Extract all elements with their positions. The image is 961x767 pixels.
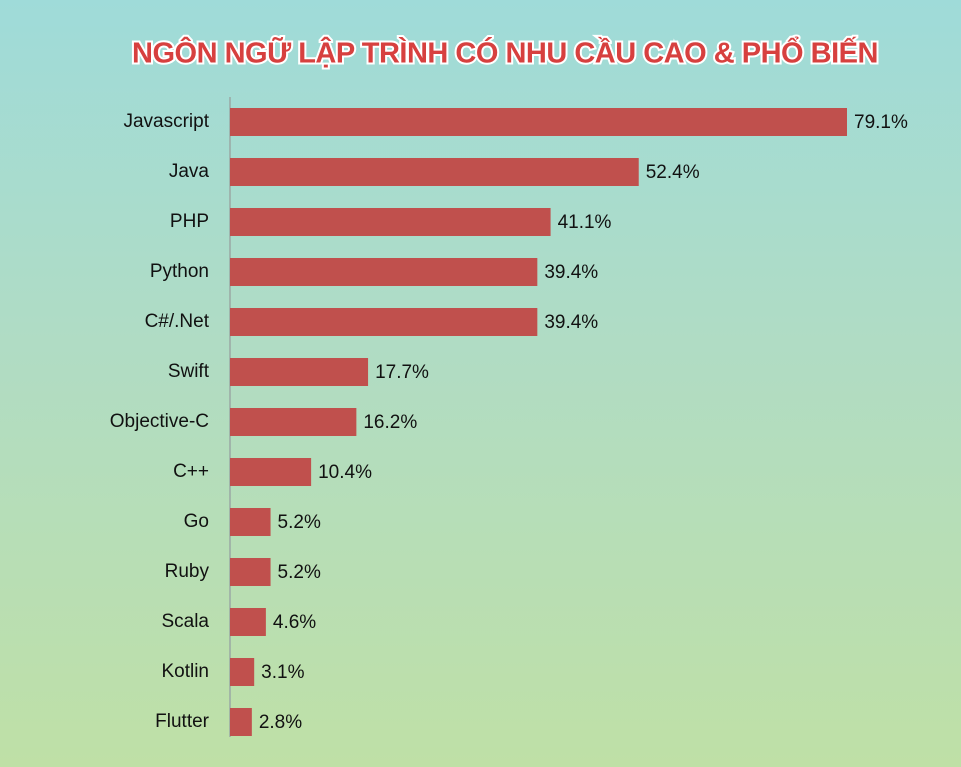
data-label: 41.1% bbox=[558, 212, 612, 233]
bar bbox=[230, 408, 357, 436]
bar bbox=[230, 258, 538, 286]
bar bbox=[230, 208, 551, 236]
data-label: 79.1% bbox=[854, 112, 908, 133]
y-tick-label: Ruby bbox=[165, 561, 210, 582]
data-label: 16.2% bbox=[363, 412, 417, 433]
bar bbox=[230, 558, 271, 586]
y-tick-label: Kotlin bbox=[161, 661, 209, 682]
data-label: 5.2% bbox=[278, 512, 321, 533]
data-label: 10.4% bbox=[318, 462, 372, 483]
y-tick-label: Javascript bbox=[123, 111, 209, 132]
y-tick-label: Java bbox=[169, 161, 210, 182]
bar bbox=[230, 608, 266, 636]
bar bbox=[230, 358, 369, 386]
bar bbox=[230, 658, 255, 686]
chart-title: NGÔN NGỮ LẬP TRÌNH CÓ NHU CẦU CAO & PHỔ … bbox=[132, 36, 878, 70]
y-tick-label: Flutter bbox=[155, 711, 210, 732]
y-tick-label: C++ bbox=[173, 461, 209, 482]
y-tick-label: Go bbox=[184, 511, 209, 532]
bar bbox=[230, 458, 312, 486]
y-tick-label: Python bbox=[150, 261, 209, 282]
data-label: 39.4% bbox=[544, 262, 598, 283]
data-label: 39.4% bbox=[544, 312, 598, 333]
data-label: 17.7% bbox=[375, 362, 429, 383]
data-label: 52.4% bbox=[646, 162, 700, 183]
bar bbox=[230, 308, 538, 336]
bar bbox=[230, 158, 639, 186]
data-label: 3.1% bbox=[261, 662, 304, 683]
data-label: 2.8% bbox=[259, 712, 302, 733]
data-label: 5.2% bbox=[278, 562, 321, 583]
bar bbox=[230, 508, 271, 536]
y-tick-label: PHP bbox=[170, 211, 209, 232]
y-tick-label: C#/.Net bbox=[145, 311, 210, 332]
data-label: 4.6% bbox=[273, 612, 316, 633]
bar bbox=[230, 108, 847, 136]
y-tick-label: Objective-C bbox=[110, 411, 209, 432]
y-tick-label: Swift bbox=[168, 361, 210, 382]
y-tick-label: Scala bbox=[161, 611, 209, 632]
bar bbox=[230, 708, 252, 736]
